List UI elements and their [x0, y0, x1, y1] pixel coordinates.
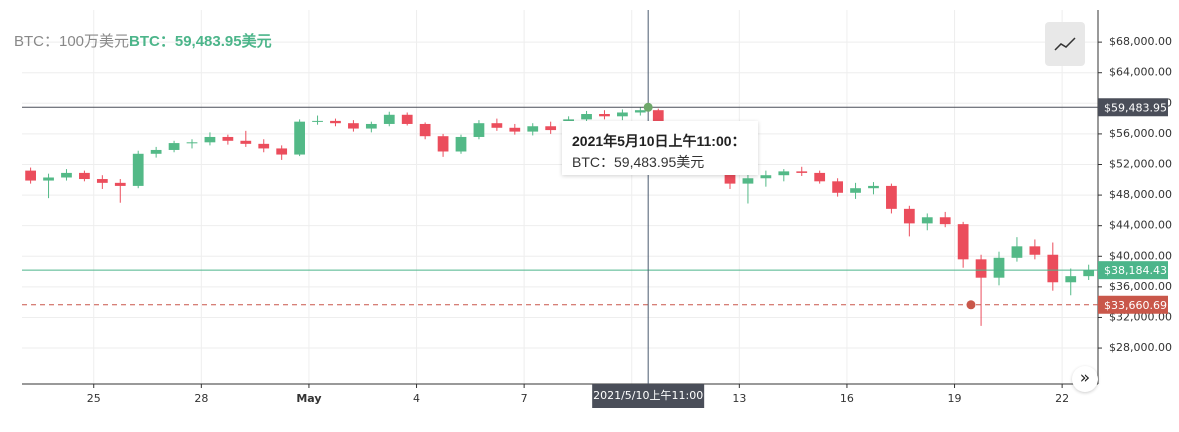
y-tick-label: $64,000.00 [1109, 66, 1172, 79]
price-tag [1098, 295, 1168, 314]
candle-body [168, 143, 180, 150]
candle-body [814, 172, 826, 182]
candle-body [294, 121, 305, 155]
candle-body [258, 143, 270, 149]
candle-body [599, 114, 610, 117]
candle-body [150, 149, 162, 154]
candle-body [132, 153, 144, 186]
marker [966, 300, 976, 310]
candle-body [634, 110, 646, 113]
candle-body [527, 126, 539, 132]
candle-body [1065, 276, 1077, 283]
candle-body [79, 172, 90, 180]
x-tick-label: 19 [948, 392, 962, 405]
candle-body [204, 136, 216, 143]
x-tick-label: 22 [1055, 392, 1069, 405]
crosshair-tag [592, 384, 705, 408]
crosshair-label: 2021/5/10上午11:00 [593, 389, 703, 402]
x-tick-label: 7 [521, 392, 528, 405]
candle-body [545, 126, 557, 131]
chart-type-button[interactable] [1045, 22, 1085, 66]
price-tag [1098, 261, 1168, 280]
candle-body [886, 185, 897, 209]
y-tick-label: $48,000.00 [1109, 188, 1172, 201]
header: BTC：100万美元BTC：59,483.95美元 [14, 30, 272, 51]
price-tag-label: $33,660.69 [1104, 299, 1167, 312]
y-tick-label: $56,000.00 [1109, 127, 1172, 140]
candle-body [850, 188, 861, 193]
scroll-right-button[interactable]: » [1072, 366, 1098, 392]
candle-body [348, 123, 359, 129]
candle-body [778, 171, 790, 176]
x-tick-label: May [296, 392, 321, 405]
candle-body [868, 185, 879, 189]
candle-body [957, 224, 969, 260]
candle-body [1011, 246, 1023, 258]
candle-body [491, 123, 503, 128]
candle-body [455, 136, 467, 152]
y-tick-label: $44,000.00 [1109, 219, 1172, 232]
candle-body [365, 123, 377, 129]
candle-body [975, 259, 987, 278]
candle-body [939, 217, 951, 225]
candle-body [43, 177, 54, 181]
line-icon [1054, 37, 1076, 51]
candle-body [509, 127, 521, 132]
x-tick-label: 4 [413, 392, 420, 405]
candle-body [437, 136, 449, 152]
candle-body [186, 142, 198, 144]
y-tick-label: $36,000.00 [1109, 280, 1172, 293]
y-tick-label: $68,000.00 [1109, 35, 1172, 48]
candle-body [114, 182, 126, 186]
candle-body [401, 114, 413, 124]
candle-body [276, 148, 288, 155]
series-value: BTC：59,483.95美元 [129, 33, 272, 50]
candle-body [312, 120, 323, 122]
candle-body [921, 217, 933, 224]
candle-body [832, 181, 843, 193]
series-label: BTC：100万美元 [14, 33, 130, 50]
candle-body [473, 123, 485, 137]
candle-body [796, 171, 808, 173]
y-tick-label: $40,000.00 [1109, 249, 1172, 262]
candle-body [1029, 246, 1041, 255]
candle-body [760, 175, 772, 179]
y-tick-label: $28,000.00 [1109, 341, 1172, 354]
tooltip: 2021年5月10日上午11:00： BTC：59,483.95美元 [562, 121, 758, 175]
candle-body [96, 179, 108, 183]
candle-body [222, 136, 234, 141]
candle-body [581, 114, 592, 120]
candle-body [903, 208, 915, 224]
candle-body [330, 120, 341, 124]
x-tick-label: 16 [840, 392, 854, 405]
candle-body [240, 140, 252, 144]
marker [643, 102, 653, 112]
price-tag-label: $38,184.43 [1104, 264, 1167, 277]
x-tick-label: 28 [194, 392, 208, 405]
tooltip-title: 2021年5月10日上午11:00： [572, 133, 746, 149]
y-tick-label: $52,000.00 [1109, 157, 1172, 170]
candle-body [617, 112, 628, 117]
price-tag [1098, 98, 1168, 117]
x-tick-label: 13 [732, 392, 746, 405]
candle-body [742, 178, 754, 184]
candle-body [419, 123, 431, 137]
candle-body [383, 114, 395, 124]
candle-body [1047, 254, 1059, 283]
candle-body [25, 170, 36, 181]
price-tag-label: $59,483.95 [1104, 101, 1167, 114]
candle-body [1083, 270, 1095, 277]
x-tick-label: 25 [87, 392, 101, 405]
candle-body [61, 172, 72, 178]
tooltip-text: BTC：59,483.95美元 [572, 154, 705, 170]
candle-body [993, 257, 1005, 278]
